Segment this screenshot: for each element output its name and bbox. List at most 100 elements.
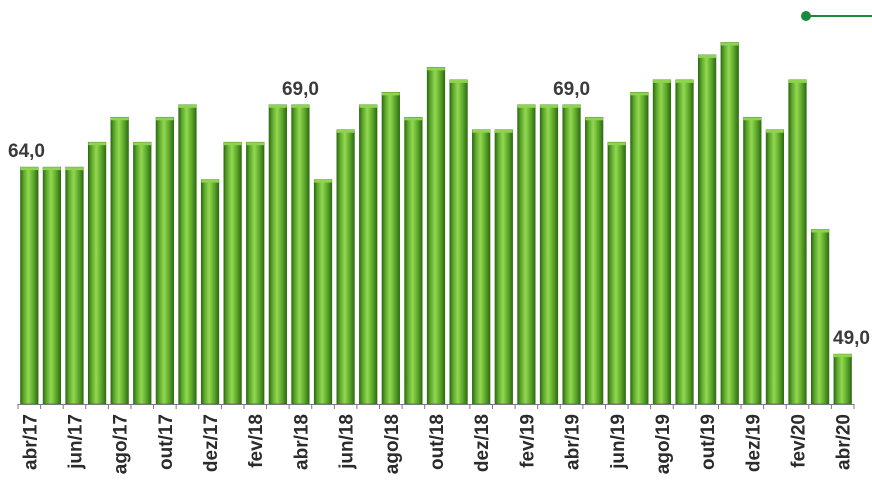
bar-jan-19 [494,129,513,405]
bar-cap-fev-19 [517,104,536,108]
legend-marker [801,11,811,21]
bar-cap-set-19 [675,79,694,83]
x-tick-label-abr-18: abr/18 [291,414,312,470]
x-tick-label-abr-19: abr/19 [563,414,584,470]
bar-cap-dez-17 [201,179,219,183]
x-tick-label-out-19: out/19 [698,414,719,470]
x-tick-label-ago-17: ago/17 [111,414,132,474]
bar-abr-17 [20,166,39,405]
data-label-abr-17: 64,0 [8,141,45,162]
bar-mai-17 [42,166,62,405]
bar-mar-18 [268,104,287,405]
x-tick-label-fev-18: fev/18 [246,414,267,468]
x-tick-label-dez-18: dez/18 [472,414,493,472]
bar-dez-18 [472,129,491,405]
bar-jul-19 [630,92,649,405]
bar-cap-dez-19 [743,117,762,121]
bar-jun-17 [65,166,84,405]
bar-cap-abr-18 [291,104,310,108]
bar-cap-abr-19 [562,104,581,108]
bar-cap-out-17 [156,117,174,121]
bar-cap-set-18 [404,117,423,121]
bar-jan-18 [223,141,242,405]
x-tick-label-out-18: out/18 [427,414,448,470]
bar-cap-mar-19 [540,104,558,108]
bar-cap-jan-20 [766,129,784,133]
bar-cap-jul-17 [88,142,106,146]
bar-cap-abr-20 [833,354,852,358]
x-tick-label-jun-19: jun/19 [608,414,629,470]
bar-fev-18 [246,141,265,405]
bar-cap-dez-18 [472,129,490,133]
bar-out-18 [426,67,446,405]
bar-jul-18 [359,104,378,405]
bar-jun-18 [336,129,355,405]
bar-cap-out-18 [427,67,445,71]
legend [801,11,872,21]
bar-cap-mai-18 [314,179,332,183]
bar-cap-set-17 [133,142,152,146]
bar-cap-jun-19 [607,142,626,146]
bar-cap-nov-19 [720,42,739,46]
x-tick-labels-group: abr/17 jun/17 ago/17 out/17 dez/17 fev/18 abr/… [20,414,854,474]
bar-cap-jun-18 [336,129,355,133]
bar-cap-jul-18 [359,104,378,108]
x-tick-label-fev-20: fev/20 [789,414,810,468]
data-label-abr-20: 49,0 [833,328,870,349]
bar-ago-18 [381,92,400,405]
bar-ago-17 [110,116,129,405]
bar-set-17 [133,141,152,405]
bar-out-17 [155,116,174,405]
bar-jul-17 [87,141,107,405]
bar-fev-19 [517,104,536,405]
bar-jan-20 [765,129,785,405]
bar-cap-jun-17 [65,167,84,171]
bar-cap-jan-19 [494,129,513,133]
x-tick-label-out-17: out/17 [156,414,177,470]
x-ticks-group [17,404,855,409]
bar-nov-19 [720,42,739,405]
bar-cap-mar-18 [269,104,287,108]
bar-cap-out-19 [698,54,716,58]
bar-dez-19 [743,116,762,405]
bar-cap-ago-17 [110,117,129,121]
bar-dez-17 [200,179,220,405]
bar-cap-ago-19 [653,79,671,83]
x-tick-label-abr-20: abr/20 [834,414,855,470]
x-tick-label-fev-19: fev/19 [517,414,538,468]
bars-group [20,42,852,405]
bar-cap-nov-18 [449,79,468,83]
bar-nov-18 [449,79,468,405]
bar-fev-20 [788,79,807,405]
bar-cap-abr-17 [20,167,39,171]
bar-abr-19 [562,104,581,405]
bar-cap-fev-18 [246,142,265,146]
bar-ago-19 [652,79,672,405]
bar-cap-nov-17 [178,104,197,108]
bar-cap-mai-17 [43,167,61,171]
x-tick-label-ago-19: ago/19 [653,414,674,474]
x-tick-label-jun-17: jun/17 [65,414,86,470]
bar-mai-18 [313,179,333,405]
bar-nov-17 [178,104,197,405]
bar-cap-ago-18 [382,92,400,96]
bar-cap-jan-18 [223,142,242,146]
x-tick-label-ago-18: ago/18 [382,414,403,474]
bar-abr-18 [291,104,310,405]
data-labels-group: 64,0 69,0 69,0 49,0 [8,79,870,349]
bar-abr-20 [833,353,852,405]
bar-cap-mar-20 [811,229,829,233]
bar-set-19 [675,79,694,405]
bar-cap-fev-20 [788,79,807,83]
bar-set-18 [404,116,423,405]
bar-mar-20 [810,229,830,405]
bar-jun-19 [607,141,626,405]
bar-mai-19 [585,116,604,405]
x-tick-label-abr-17: abr/17 [20,414,41,470]
x-tick-label-dez-19: dez/19 [743,414,764,472]
bar-cap-jul-19 [630,92,649,96]
bar-out-19 [698,54,717,405]
x-tick-label-dez-17: dez/17 [201,414,222,472]
data-label-abr-19: 69,0 [553,79,590,100]
